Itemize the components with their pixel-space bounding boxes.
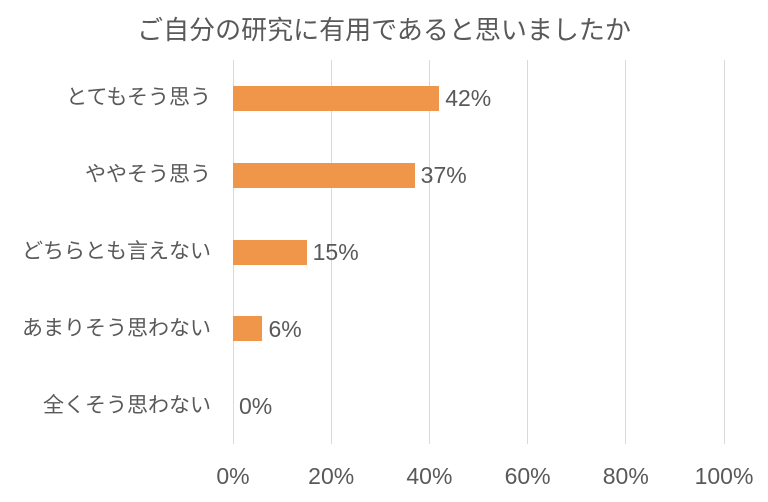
- bar-3: [233, 316, 263, 342]
- category-label-3: あまりそう思わない: [22, 316, 211, 340]
- x-tick-label-4: 80%: [602, 463, 649, 489]
- bar-1: [233, 162, 415, 188]
- category-label-4: 全くそう思わない: [43, 393, 211, 417]
- x-tick-label-3: 60%: [504, 463, 551, 489]
- category-label-1: ややそう思う: [85, 163, 211, 187]
- bar-2: [233, 239, 307, 265]
- value-label-3: 6%: [268, 315, 302, 342]
- x-tick-label-0: 0%: [216, 463, 250, 489]
- gridline: [527, 60, 529, 444]
- gridline: [330, 60, 332, 444]
- value-label-1: 37%: [420, 162, 467, 189]
- plot-area: 42% 37% 15% 6% 0%: [232, 60, 725, 444]
- value-label-0: 42%: [445, 85, 492, 112]
- value-label-4: 0%: [239, 392, 273, 419]
- x-tick-label-1: 20%: [308, 463, 355, 489]
- chart-title: ご自分の研究に有用であると思いましたか: [137, 15, 631, 45]
- gridline: [428, 60, 430, 444]
- category-label-2: どちらとも言えない: [22, 240, 211, 263]
- bar-0: [233, 85, 440, 111]
- x-tick-label-5: 100%: [694, 463, 754, 489]
- gridline: [723, 60, 725, 444]
- category-label-0: とてもそう思う: [66, 86, 211, 110]
- value-label-2: 15%: [312, 239, 359, 265]
- gridline: [625, 60, 627, 444]
- x-tick-label-2: 40%: [406, 463, 453, 489]
